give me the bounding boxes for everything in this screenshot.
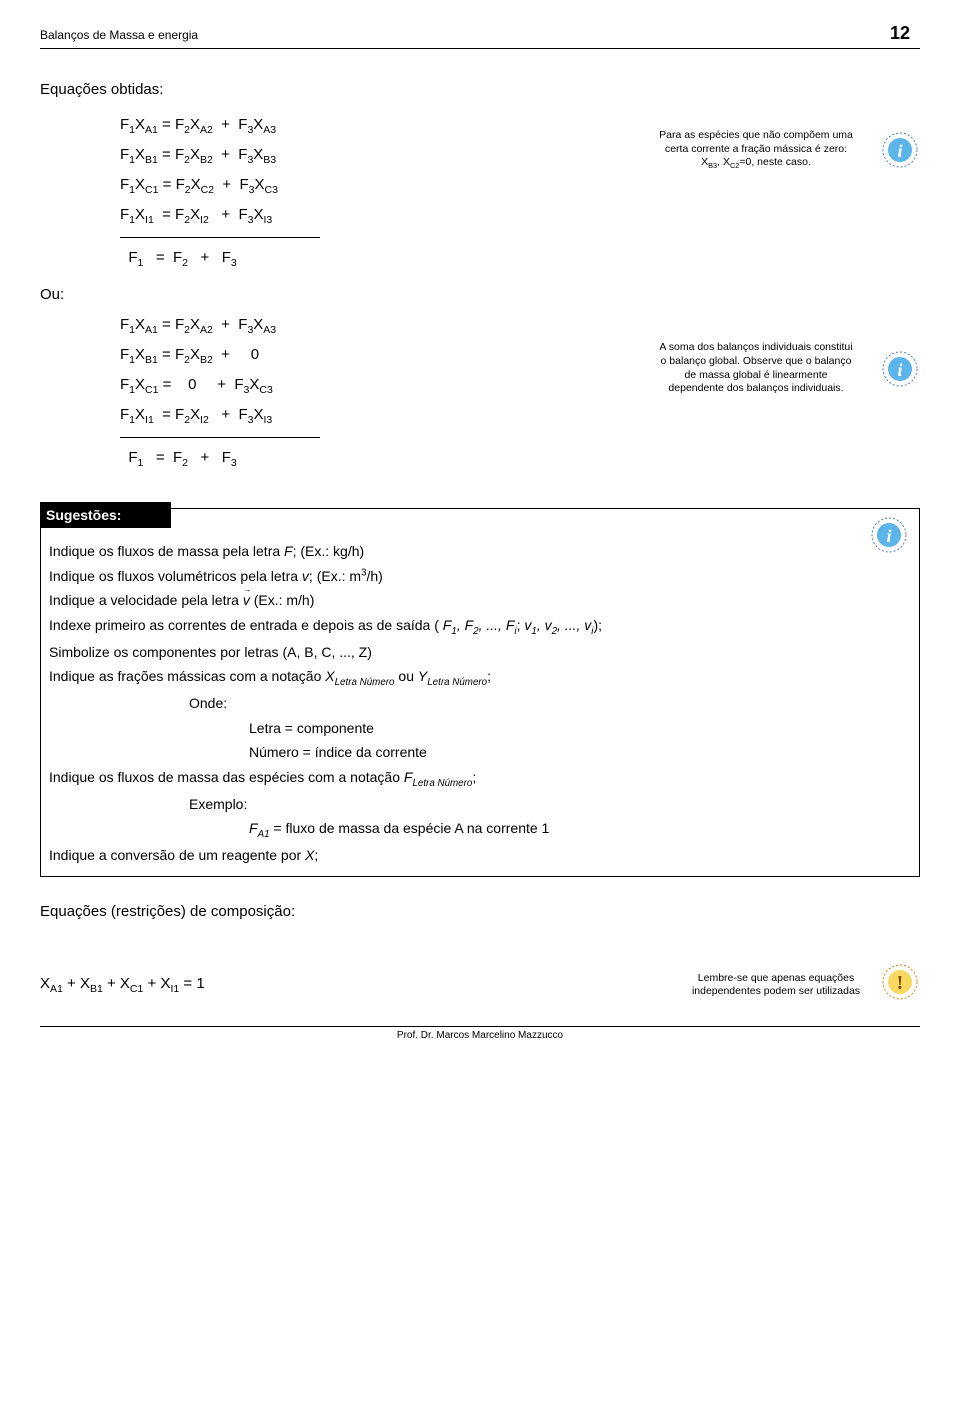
- page-container: Balanços de Massa e energia 12 Equações …: [0, 0, 960, 1073]
- suggest-line: Simbolize os componentes por letras (A, …: [49, 640, 911, 665]
- suggest-line: Exemplo:: [189, 792, 911, 817]
- svg-text:!: !: [897, 972, 904, 994]
- eq-line: F1XB1 = F2XB2 + 0: [120, 341, 636, 371]
- page-number: 12: [890, 20, 910, 46]
- bottom-equation: XA1 + XB1 + XC1 + XI1 = 1: [40, 973, 205, 997]
- var-F: F: [284, 543, 293, 559]
- eq-line: F1XI1 = F2XI2 + F3XI3: [120, 401, 636, 431]
- eq-line: F1XC1 = 0 + F3XC3: [120, 371, 636, 401]
- text: Indique os fluxos volumétricos pela letr…: [49, 568, 302, 584]
- eq-block-1: F1XA1 = F2XA2 + F3XA3 F1XB1 = F2XB2 + F3…: [120, 111, 636, 274]
- page-footer: Prof. Dr. Marcos Marcelino Mazzucco: [40, 1026, 920, 1044]
- eq-line: F1XA1 = F2XA2 + F3XA3: [120, 311, 636, 341]
- info-icon: i: [869, 515, 909, 555]
- eq-block-2: F1XA1 = F2XA2 + F3XA3 F1XB1 = F2XB2 + 0 …: [120, 311, 636, 474]
- suggest-line: Indique os fluxos de massa pela letra F;…: [49, 539, 911, 564]
- var-v: v: [302, 568, 309, 584]
- sugestoes-section: Sugestões: i Indique os fluxos de massa …: [40, 474, 920, 877]
- doc-title: Balanços de Massa e energia: [40, 27, 198, 44]
- text: Indique a velocidade pela letra: [49, 592, 243, 608]
- svg-text:i: i: [886, 526, 891, 546]
- section-1-left: Equações obtidas: F1XA1 = F2XA2 + F3XA3 …: [40, 79, 636, 273]
- eq-sum-line: F1 = F2 + F3: [120, 444, 636, 474]
- suggest-line: Indique os fluxos de massa das espécies …: [49, 765, 911, 792]
- eq-line: F1XA1 = F2XA2 + F3XA3: [120, 111, 636, 141]
- text: ; (Ex.: kg/h): [293, 543, 365, 559]
- eq-divider: [120, 437, 320, 438]
- sugestoes-box: i Indique os fluxos de massa pela letra …: [40, 508, 920, 876]
- text: (Ex.: m/h): [250, 592, 315, 608]
- note-2-text: A soma dos balanços individuais constitu…: [656, 341, 856, 396]
- eq-divider: [120, 237, 320, 238]
- page-header: Balanços de Massa e energia 12: [40, 20, 920, 49]
- suggest-line: Número = índice da corrente: [249, 740, 911, 765]
- section-2-row: F1XA1 = F2XA2 + F3XA3 F1XB1 = F2XB2 + 0 …: [40, 311, 920, 474]
- info-icon: i: [880, 130, 920, 170]
- velocity-vector: v: [243, 588, 250, 613]
- section-1-title: Equações obtidas:: [40, 79, 636, 101]
- section-1-row: Equações obtidas: F1XA1 = F2XA2 + F3XA3 …: [40, 79, 920, 273]
- warning-icon: !: [880, 962, 920, 1007]
- svg-text:i: i: [897, 360, 902, 380]
- note-3-wrapper: Lembre-se que apenas equações independen…: [676, 962, 920, 1007]
- eq-line: F1XB1 = F2XB2 + F3XB3: [120, 141, 636, 171]
- suggest-line: FA1 = fluxo de massa da espécie A na cor…: [249, 816, 911, 843]
- suggest-line: Indique as frações mássicas com a notaçã…: [49, 664, 911, 691]
- suggest-line: Indique os fluxos volumétricos pela letr…: [49, 564, 911, 589]
- note-1-text: Para as espécies que não compõem uma cer…: [656, 129, 856, 171]
- note-2-wrapper: A soma dos balanços individuais constitu…: [656, 341, 920, 396]
- ou-label: Ou:: [40, 284, 920, 306]
- note-1-wrapper: Para as espécies que não compõem uma cer…: [656, 129, 920, 171]
- suggest-line: Indexe primeiro as correntes de entrada …: [49, 613, 911, 640]
- svg-text:i: i: [897, 141, 902, 161]
- eq-sum-line: F1 = F2 + F3: [120, 244, 636, 274]
- text: Indique os fluxos de massa pela letra: [49, 543, 284, 559]
- restrictions-title: Equações (restrições) de composição:: [40, 901, 920, 923]
- section-2-left: F1XA1 = F2XA2 + F3XA3 F1XB1 = F2XB2 + 0 …: [40, 311, 636, 474]
- note-3-text: Lembre-se que apenas equações independen…: [676, 972, 876, 998]
- info-icon: i: [880, 349, 920, 389]
- suggest-line: Onde:: [189, 691, 911, 716]
- bottom-row: XA1 + XB1 + XC1 + XI1 = 1 Lembre-se que …: [40, 962, 920, 1007]
- eq-line: F1XC1 = F2XC2 + F3XC3: [120, 171, 636, 201]
- suggest-line: Indique a velocidade pela letra v (Ex.: …: [49, 588, 911, 613]
- suggest-line: Indique a conversão de um reagente por X…: [49, 843, 911, 868]
- suggest-line: Letra = componente: [249, 716, 911, 741]
- eq-line: F1XI1 = F2XI2 + F3XI3: [120, 201, 636, 231]
